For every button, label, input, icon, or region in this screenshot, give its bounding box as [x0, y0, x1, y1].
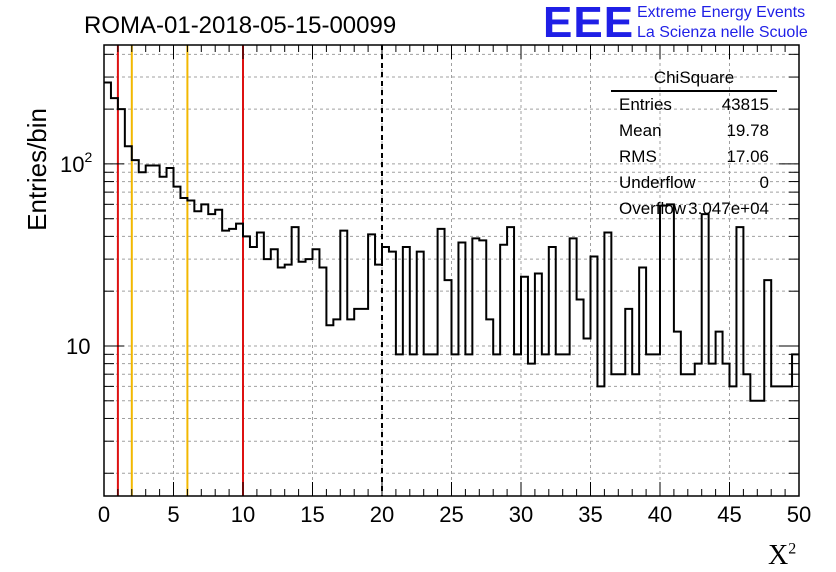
x-tick-label: 45	[717, 502, 741, 527]
x-tick-label: 20	[370, 502, 394, 527]
stats-row-rms: RMS 17.06	[619, 147, 769, 166]
y-tick-label: 102	[60, 149, 92, 177]
stats-row-mean: Mean 19.78	[619, 121, 769, 140]
axis-ticks	[103, 45, 800, 496]
logo-line-1: Extreme Energy Events	[637, 4, 806, 21]
x-tick-label: 50	[787, 502, 811, 527]
x-tick-label: 35	[578, 502, 602, 527]
x-tick-label: 5	[167, 502, 179, 527]
x-tick-label: 40	[648, 502, 672, 527]
grid-lines	[104, 45, 799, 496]
tick-labels: 0 5 10 15 20 25 30 35 40 45 50 10 102	[60, 149, 811, 527]
x-tick-label: 0	[98, 502, 110, 527]
stats-box: ChiSquare Entries 43815 Mean 19.78 RMS 17.0…	[611, 68, 777, 222]
chart-title: ROMA-01-2018-05-15-00099	[84, 12, 397, 39]
reference-lines	[116, 45, 383, 496]
logo-line-2: La Scienza nelle Scuole	[637, 24, 808, 41]
x-tick-label: 30	[509, 502, 533, 527]
x-tick-label: 10	[231, 502, 255, 527]
eee-logo: EEE	[543, 0, 635, 47]
stats-row-underflow: Underflow 0	[619, 173, 769, 192]
stats-title: ChiSquare	[611, 68, 777, 92]
y-tick-label: 10	[66, 334, 90, 359]
x-tick-label: 15	[300, 502, 324, 527]
stats-row-overflow: Overflow 3.047e+04	[619, 199, 769, 218]
stats-row-entries: Entries 43815	[619, 95, 769, 114]
histogram-line	[104, 81, 799, 402]
x-axis-label: X2	[768, 540, 797, 571]
x-tick-label: 25	[439, 502, 463, 527]
